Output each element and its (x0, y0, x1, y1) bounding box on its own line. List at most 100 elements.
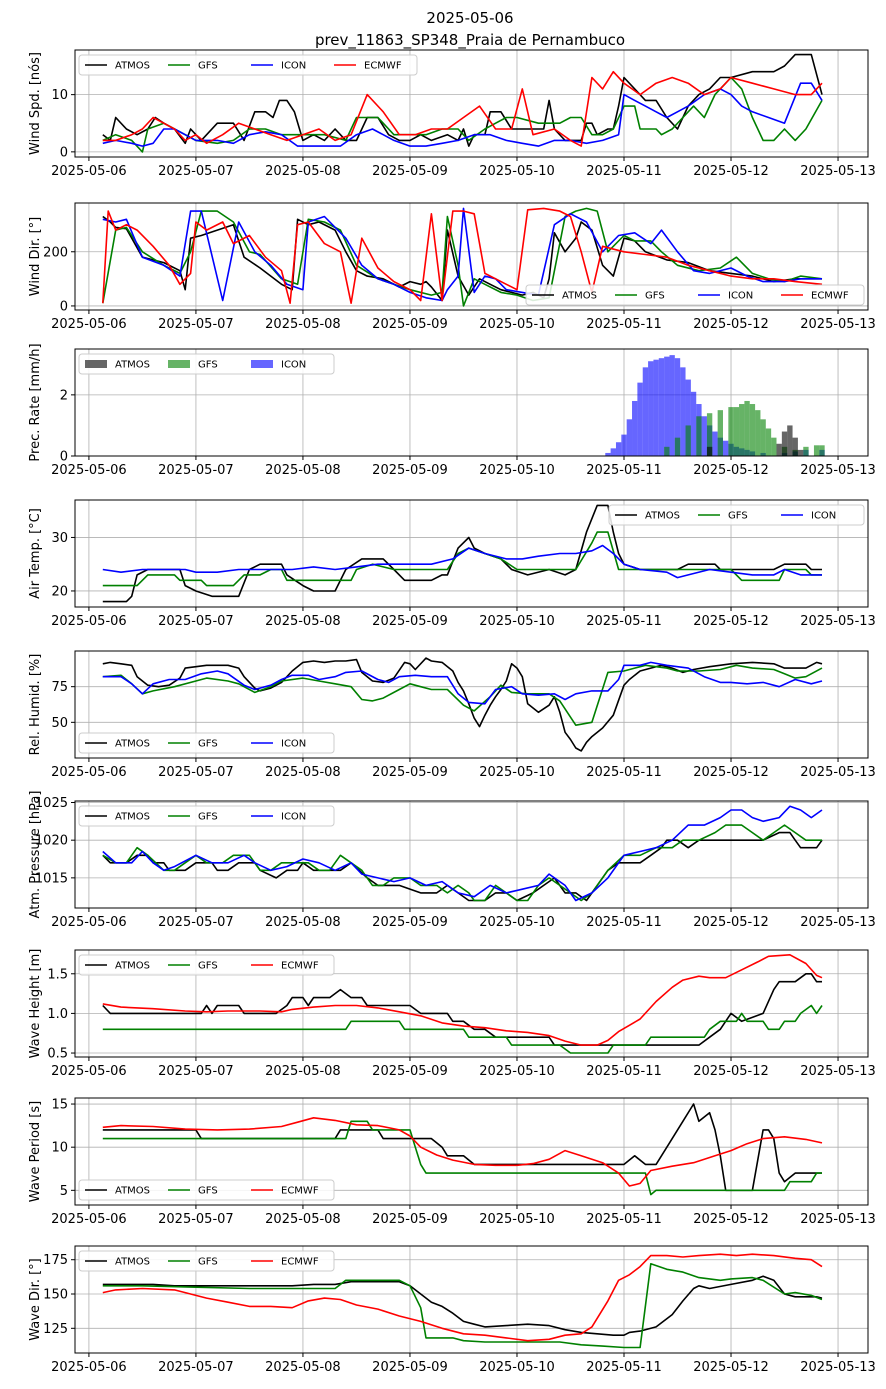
x-tick-label: 2025-05-11 (586, 317, 662, 332)
series-gfs (664, 400, 825, 456)
legend-label-icon: ICON (728, 291, 753, 302)
legend-label-gfs: GFS (728, 511, 748, 522)
x-tick-label: 2025-05-07 (158, 164, 234, 179)
bar-icon (632, 400, 638, 456)
x-tick-label: 2025-05-09 (372, 463, 448, 478)
legend-swatch-icon (251, 360, 273, 368)
legend-label-gfs: GFS (645, 291, 665, 302)
y-tick-label: 200 (43, 245, 68, 260)
series-line-ecmwf (102, 70, 823, 147)
series-line-gfs (102, 207, 823, 307)
x-tick-label: 2025-05-07 (158, 765, 234, 780)
plot-area (102, 657, 823, 752)
plot-area (102, 805, 823, 902)
bar-gfs (674, 437, 681, 456)
x-tick-label: 2025-05-09 (372, 164, 448, 179)
bar-gfs (813, 445, 820, 456)
bar-icon (701, 416, 707, 456)
series-line-icon (102, 805, 823, 902)
legend-label-ecmwf: ECMWF (281, 961, 319, 972)
y-tick-label: 75 (51, 680, 68, 695)
x-tick-label: 2025-05-11 (586, 1064, 662, 1079)
bar-gfs (803, 446, 809, 456)
series-atmos (706, 425, 804, 456)
legend: ATMOS GFS ICON (78, 805, 335, 827)
y-axis-label: Air Temp. [°C] (28, 508, 43, 599)
x-tick-label: 2025-05-11 (586, 765, 662, 780)
panel-frame (74, 949, 869, 1058)
x-tick-label: 2025-05-13 (800, 1360, 876, 1375)
bar-icon (642, 367, 649, 456)
bar-icon (653, 359, 659, 456)
series-line-ecmwf (102, 954, 823, 1046)
series-line-atmos (102, 657, 823, 752)
x-tick-label: 2025-05-10 (479, 1064, 555, 1079)
x-tick-label: 2025-05-06 (51, 765, 127, 780)
y-tick-label: 0 (60, 450, 68, 465)
y-axis-label: Atm. Pressure [hPa] (28, 791, 43, 919)
legend-label-gfs: GFS (198, 360, 218, 371)
panel-6: 2025-05-06 2025-05-07 2025-05-08 2025-05-09… (28, 791, 876, 930)
legend-box (78, 805, 335, 827)
series-line-icon (102, 544, 822, 579)
panel-9: 2025-05-06 2025-05-07 2025-05-08 2025-05-09… (28, 1245, 876, 1375)
series-line-ecmwf (102, 1117, 823, 1187)
y-tick-label: 5 (60, 1184, 68, 1199)
panel-1: 2025-05-06 2025-05-07 2025-05-08 2025-05-09… (28, 49, 876, 179)
legend-label-atmos: ATMOS (562, 291, 597, 302)
legend-label-ecmwf: ECMWF (281, 1257, 319, 1268)
x-tick-label: 2025-05-12 (693, 1212, 769, 1227)
x-tick-label: 2025-05-07 (158, 614, 234, 629)
series-line-atmos (102, 1275, 823, 1336)
panel-frame (74, 1097, 869, 1206)
bar-atmos (781, 431, 788, 456)
x-tick-label: 2025-05-08 (265, 164, 341, 179)
panel-4: 2025-05-06 2025-05-07 2025-05-08 2025-05-09… (28, 499, 876, 629)
series-line-atmos (102, 53, 823, 147)
panel-5: 2025-05-06 2025-05-07 2025-05-08 2025-05-09… (28, 650, 876, 780)
legend-label-atmos: ATMOS (115, 739, 150, 750)
bar-gfs (749, 404, 756, 456)
bar-icon (722, 440, 729, 456)
bar-gfs (685, 425, 691, 456)
y-tick-label: 1.0 (47, 1007, 68, 1022)
series-line-icon (102, 207, 822, 302)
bar-gfs (739, 404, 745, 456)
panel-frame (74, 49, 869, 158)
legend-label-atmos: ATMOS (115, 61, 150, 72)
legend-box (78, 1250, 335, 1272)
panel-frame (74, 800, 869, 909)
legend-label-gfs: GFS (198, 61, 218, 72)
legend-box (525, 284, 865, 306)
x-tick-label: 2025-05-06 (51, 317, 127, 332)
x-tick-label: 2025-05-06 (51, 1064, 127, 1079)
x-tick-label: 2025-05-12 (693, 164, 769, 179)
legend: ATMOS GFS ICON (78, 353, 335, 375)
bar-icon (626, 419, 633, 456)
legend-label-ecmwf: ECMWF (364, 61, 402, 72)
x-tick-label: 2025-05-10 (479, 463, 555, 478)
x-tick-label: 2025-05-07 (158, 915, 234, 930)
figure-title-date: 2025-05-06 (426, 9, 513, 27)
y-tick-label: 20 (51, 584, 68, 599)
legend-label-atmos: ATMOS (115, 961, 150, 972)
legend-box (78, 54, 418, 76)
x-tick-label: 2025-05-12 (693, 765, 769, 780)
y-tick-label: 2 (60, 388, 68, 403)
bar-icon (690, 391, 697, 456)
bar-gfs (728, 407, 734, 456)
x-tick-label: 2025-05-06 (51, 1212, 127, 1227)
x-tick-label: 2025-05-10 (479, 1360, 555, 1375)
y-tick-label: 15 (51, 1098, 68, 1113)
legend-label-gfs: GFS (198, 739, 218, 750)
panel-7: 2025-05-06 2025-05-07 2025-05-08 2025-05-09… (28, 949, 876, 1079)
x-tick-label: 2025-05-07 (158, 1360, 234, 1375)
series-line-gfs (102, 1263, 823, 1349)
legend-box (78, 1179, 335, 1201)
legend: ATMOS GFS ICON ECMWF (78, 54, 418, 76)
x-tick-label: 2025-05-11 (586, 614, 662, 629)
x-tick-label: 2025-05-13 (800, 614, 876, 629)
legend-label-gfs: GFS (198, 1257, 218, 1268)
panel-frame (74, 348, 869, 457)
x-tick-label: 2025-05-13 (800, 317, 876, 332)
